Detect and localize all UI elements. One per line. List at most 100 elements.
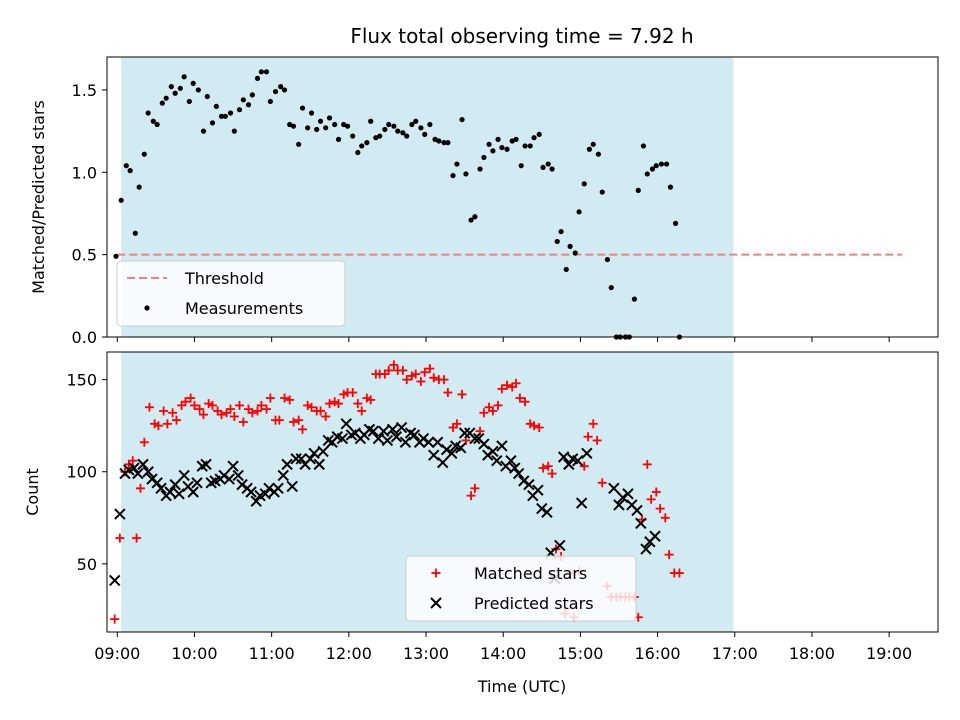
measurement-point bbox=[531, 135, 537, 141]
predicted-star-point bbox=[640, 543, 652, 555]
measurement-point bbox=[536, 131, 542, 138]
measurement-point bbox=[382, 126, 388, 133]
predicted-star-point bbox=[482, 449, 494, 461]
measurement-point bbox=[163, 95, 169, 101]
predicted-star-point bbox=[536, 502, 548, 515]
measurement-point bbox=[422, 131, 428, 138]
measurement-point bbox=[599, 189, 605, 195]
predicted-star-point bbox=[422, 436, 435, 448]
predicted-star-point bbox=[446, 447, 458, 460]
measurement-point bbox=[481, 154, 487, 161]
measurement-point bbox=[245, 102, 252, 108]
matched-star-point bbox=[497, 384, 507, 394]
matched-star-point bbox=[416, 376, 426, 386]
matched-star-point bbox=[588, 419, 598, 429]
measurement-point bbox=[267, 98, 273, 105]
predicted-star-point bbox=[128, 462, 140, 474]
measurement-point bbox=[350, 133, 356, 139]
measurement-point bbox=[172, 90, 178, 96]
measurement-point bbox=[581, 181, 587, 187]
measurement-point bbox=[563, 266, 569, 273]
predicted-star-point bbox=[518, 475, 530, 487]
predicted-star-point bbox=[455, 442, 467, 454]
measurement-point bbox=[263, 69, 270, 75]
predicted-star-point bbox=[151, 477, 163, 489]
measurement-point bbox=[644, 171, 650, 177]
measurement-point bbox=[413, 118, 419, 124]
matched-star-point bbox=[256, 400, 266, 410]
matched-star-point bbox=[411, 369, 421, 379]
predicted-star-point bbox=[631, 504, 643, 517]
measurement-point bbox=[499, 144, 505, 151]
measurement-point bbox=[213, 103, 219, 110]
measurement-point bbox=[335, 136, 342, 142]
measurement-point bbox=[254, 75, 261, 82]
measurement-point bbox=[454, 161, 460, 167]
legend-matched-swatch bbox=[431, 568, 441, 578]
predicted-star-point bbox=[178, 469, 190, 482]
measurement-point bbox=[663, 161, 670, 167]
matched-star-point bbox=[289, 417, 299, 427]
matched-star-point bbox=[443, 388, 453, 398]
measurement-point bbox=[181, 74, 187, 80]
figure-title: Flux total observing time = 7.92 h bbox=[350, 24, 693, 48]
x-tick-label: 12:00 bbox=[326, 644, 372, 663]
measurement-point bbox=[486, 141, 492, 147]
predicted-star-point bbox=[114, 508, 126, 520]
predicted-star-point bbox=[440, 443, 453, 456]
predicted-star-point bbox=[164, 486, 176, 498]
matched-star-point bbox=[325, 399, 335, 409]
measurement-point bbox=[290, 123, 297, 129]
matched-star-point bbox=[280, 393, 290, 403]
matched-star-point bbox=[529, 421, 539, 431]
x-tick-label: 14:00 bbox=[480, 644, 526, 663]
measurement-point bbox=[132, 230, 138, 236]
count-y-tick-label: 150 bbox=[66, 371, 97, 390]
matched-star-point bbox=[583, 432, 593, 442]
predicted-star-point bbox=[367, 425, 379, 437]
count-y-tick-label: 50 bbox=[77, 555, 97, 574]
predicted-star-point bbox=[304, 453, 316, 465]
matched-star-point bbox=[189, 400, 199, 410]
measurement-point bbox=[604, 256, 611, 263]
predicted-star-point bbox=[622, 488, 634, 500]
predicted-star-point bbox=[581, 447, 593, 460]
predicted-star-point bbox=[575, 497, 588, 509]
predicted-star-point bbox=[512, 467, 525, 480]
matched-star-point bbox=[180, 397, 190, 407]
measurement-point bbox=[113, 253, 119, 259]
matched-star-point bbox=[238, 417, 248, 427]
predicted-star-point bbox=[173, 488, 185, 500]
measurement-point bbox=[545, 161, 551, 167]
predicted-star-point bbox=[458, 427, 471, 439]
matched-star-point bbox=[115, 533, 125, 543]
matched-star-point bbox=[171, 415, 181, 425]
measurement-point bbox=[168, 84, 174, 90]
measurement-point bbox=[549, 166, 555, 172]
predicted-star-point bbox=[218, 469, 230, 482]
legend-label: Matched stars bbox=[474, 564, 587, 583]
measurement-point bbox=[355, 149, 361, 156]
matched-star-point bbox=[135, 483, 145, 493]
predicted-star-point bbox=[505, 454, 517, 467]
matched-star-point bbox=[543, 461, 553, 471]
matched-star-point bbox=[274, 415, 284, 425]
matched-star-point bbox=[420, 367, 430, 377]
matched-star-point bbox=[298, 424, 308, 434]
measurement-point bbox=[595, 151, 601, 157]
measurement-point bbox=[231, 128, 237, 134]
matched-star-point bbox=[457, 389, 467, 399]
predicted-star-point bbox=[336, 432, 349, 445]
ratio-y-tick-label: 0.5 bbox=[72, 246, 97, 265]
measurement-point bbox=[468, 217, 474, 223]
measurement-point bbox=[472, 214, 478, 220]
matched-star-point bbox=[646, 494, 656, 504]
matched-star-point bbox=[502, 380, 512, 390]
measurement-point bbox=[409, 121, 415, 128]
matched-star-point bbox=[198, 410, 208, 420]
x-tick-label: 10:00 bbox=[171, 644, 217, 663]
measurement-point bbox=[145, 110, 151, 116]
measurement-point bbox=[558, 228, 564, 235]
matched-star-point bbox=[384, 365, 394, 375]
matched-star-point bbox=[265, 393, 275, 403]
